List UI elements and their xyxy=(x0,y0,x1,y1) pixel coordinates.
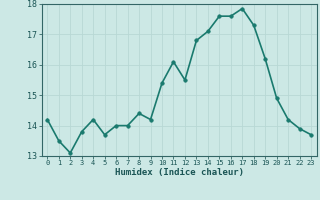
X-axis label: Humidex (Indice chaleur): Humidex (Indice chaleur) xyxy=(115,168,244,177)
